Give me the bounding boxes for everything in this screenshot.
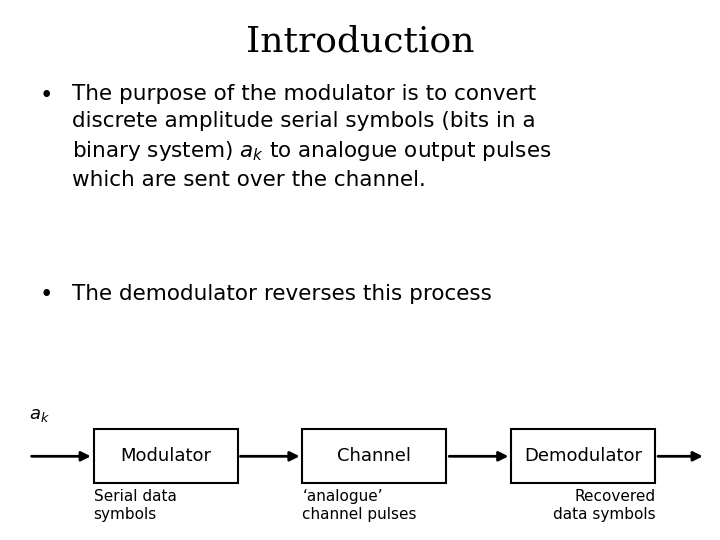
Text: The purpose of the modulator is to convert
discrete amplitude serial symbols (bi: The purpose of the modulator is to conve… <box>72 84 552 190</box>
Text: The demodulator reverses this process: The demodulator reverses this process <box>72 284 492 303</box>
Text: Demodulator: Demodulator <box>524 447 642 465</box>
Text: •: • <box>40 284 53 307</box>
Text: Channel: Channel <box>338 447 411 465</box>
Text: Serial data
symbols: Serial data symbols <box>94 489 176 522</box>
Text: Modulator: Modulator <box>120 447 211 465</box>
Text: ‘analogue’
channel pulses: ‘analogue’ channel pulses <box>302 489 417 522</box>
Bar <box>511 429 655 483</box>
Bar <box>302 429 446 483</box>
Text: •: • <box>40 84 53 107</box>
Text: Recovered
data symbols: Recovered data symbols <box>552 489 655 522</box>
Bar <box>94 429 238 483</box>
Text: $a_k$: $a_k$ <box>29 406 50 424</box>
Text: Introduction: Introduction <box>246 24 474 58</box>
